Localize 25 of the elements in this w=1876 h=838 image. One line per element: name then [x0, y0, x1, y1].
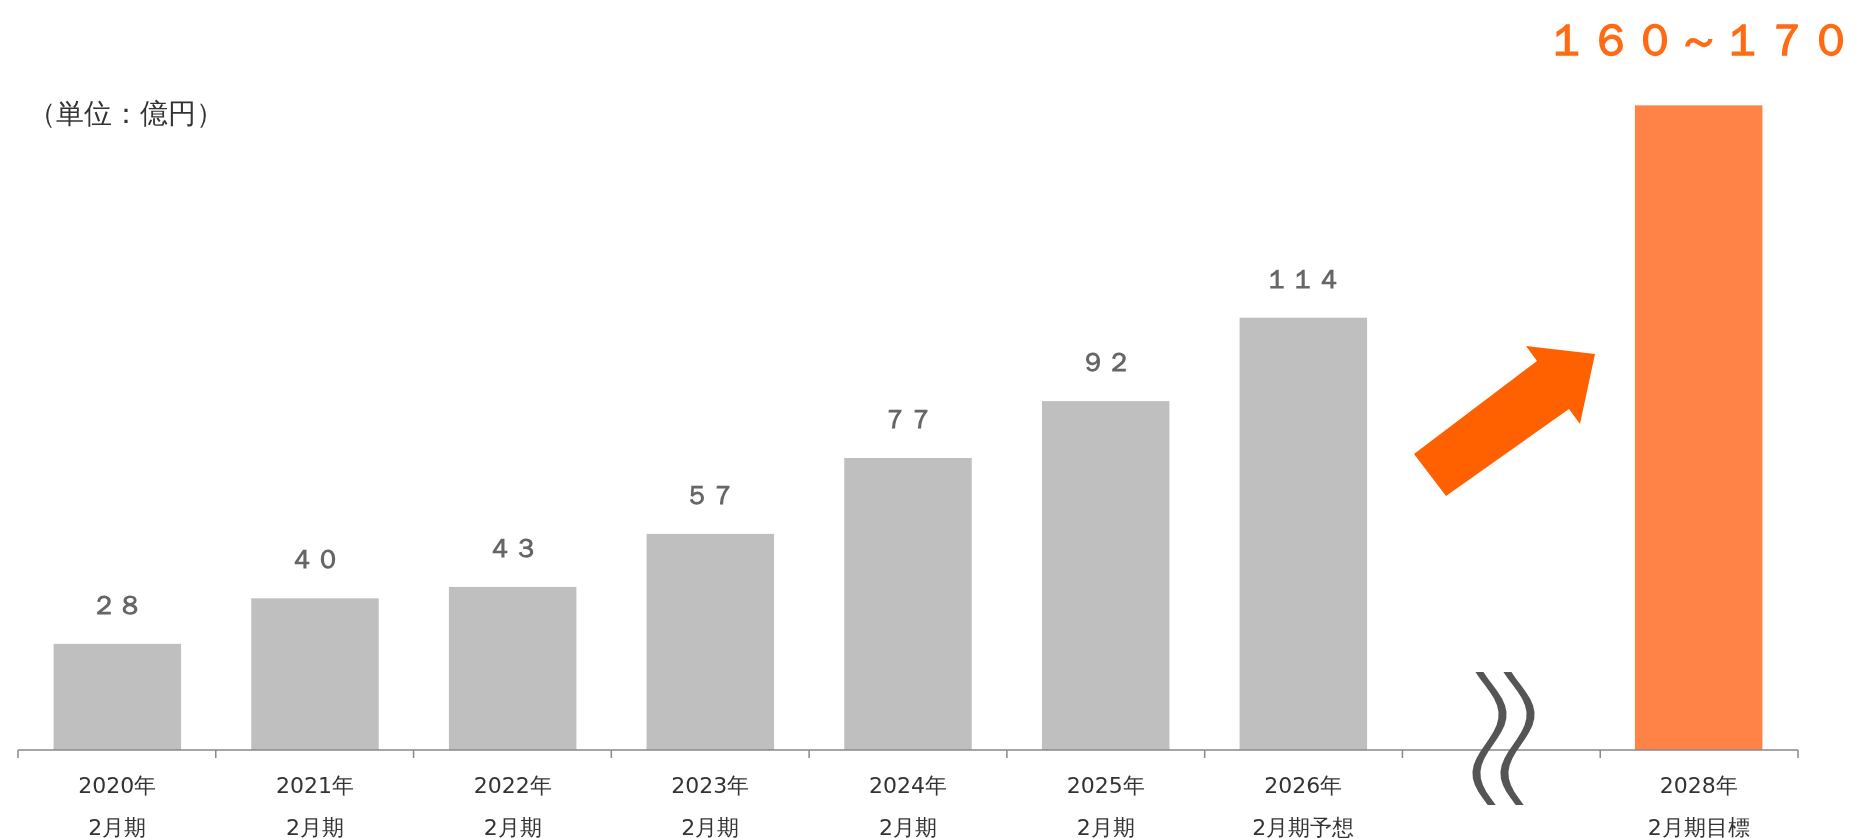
x-tick-label: 2023年 2月期: [671, 773, 750, 838]
bar: [1041, 401, 1170, 750]
x-tick-label: 2021年 2月期: [276, 773, 354, 838]
data-label: １１４: [1264, 263, 1343, 294]
bar: [844, 458, 972, 750]
x-tick-label: 2020年 2月期: [78, 773, 157, 838]
data-label: ９２: [1079, 347, 1132, 378]
data-label: ５７: [684, 479, 737, 510]
bar: [1239, 317, 1368, 750]
bar: [646, 533, 775, 750]
x-tick-label: 2028年 2月期目標: [1647, 773, 1750, 838]
data-label: ４３: [486, 532, 539, 563]
data-label: １６０～１７０: [1544, 14, 1853, 66]
x-tick-label: 2025年 2月期: [1066, 773, 1145, 838]
bar: [448, 586, 577, 750]
bar: [53, 643, 182, 750]
data-label: ２８: [91, 589, 144, 620]
annotation: （単位：億円）: [28, 97, 224, 130]
data-label: ７７: [882, 404, 934, 435]
bar: [1634, 105, 1763, 750]
x-tick-label: 2024年 2月期: [869, 773, 947, 838]
data-label: ４０: [289, 544, 341, 575]
x-tick-label: 2022年 2月期: [473, 773, 552, 838]
bar: [251, 598, 379, 750]
x-tick-label: 2026年 2月期予想: [1252, 773, 1355, 838]
